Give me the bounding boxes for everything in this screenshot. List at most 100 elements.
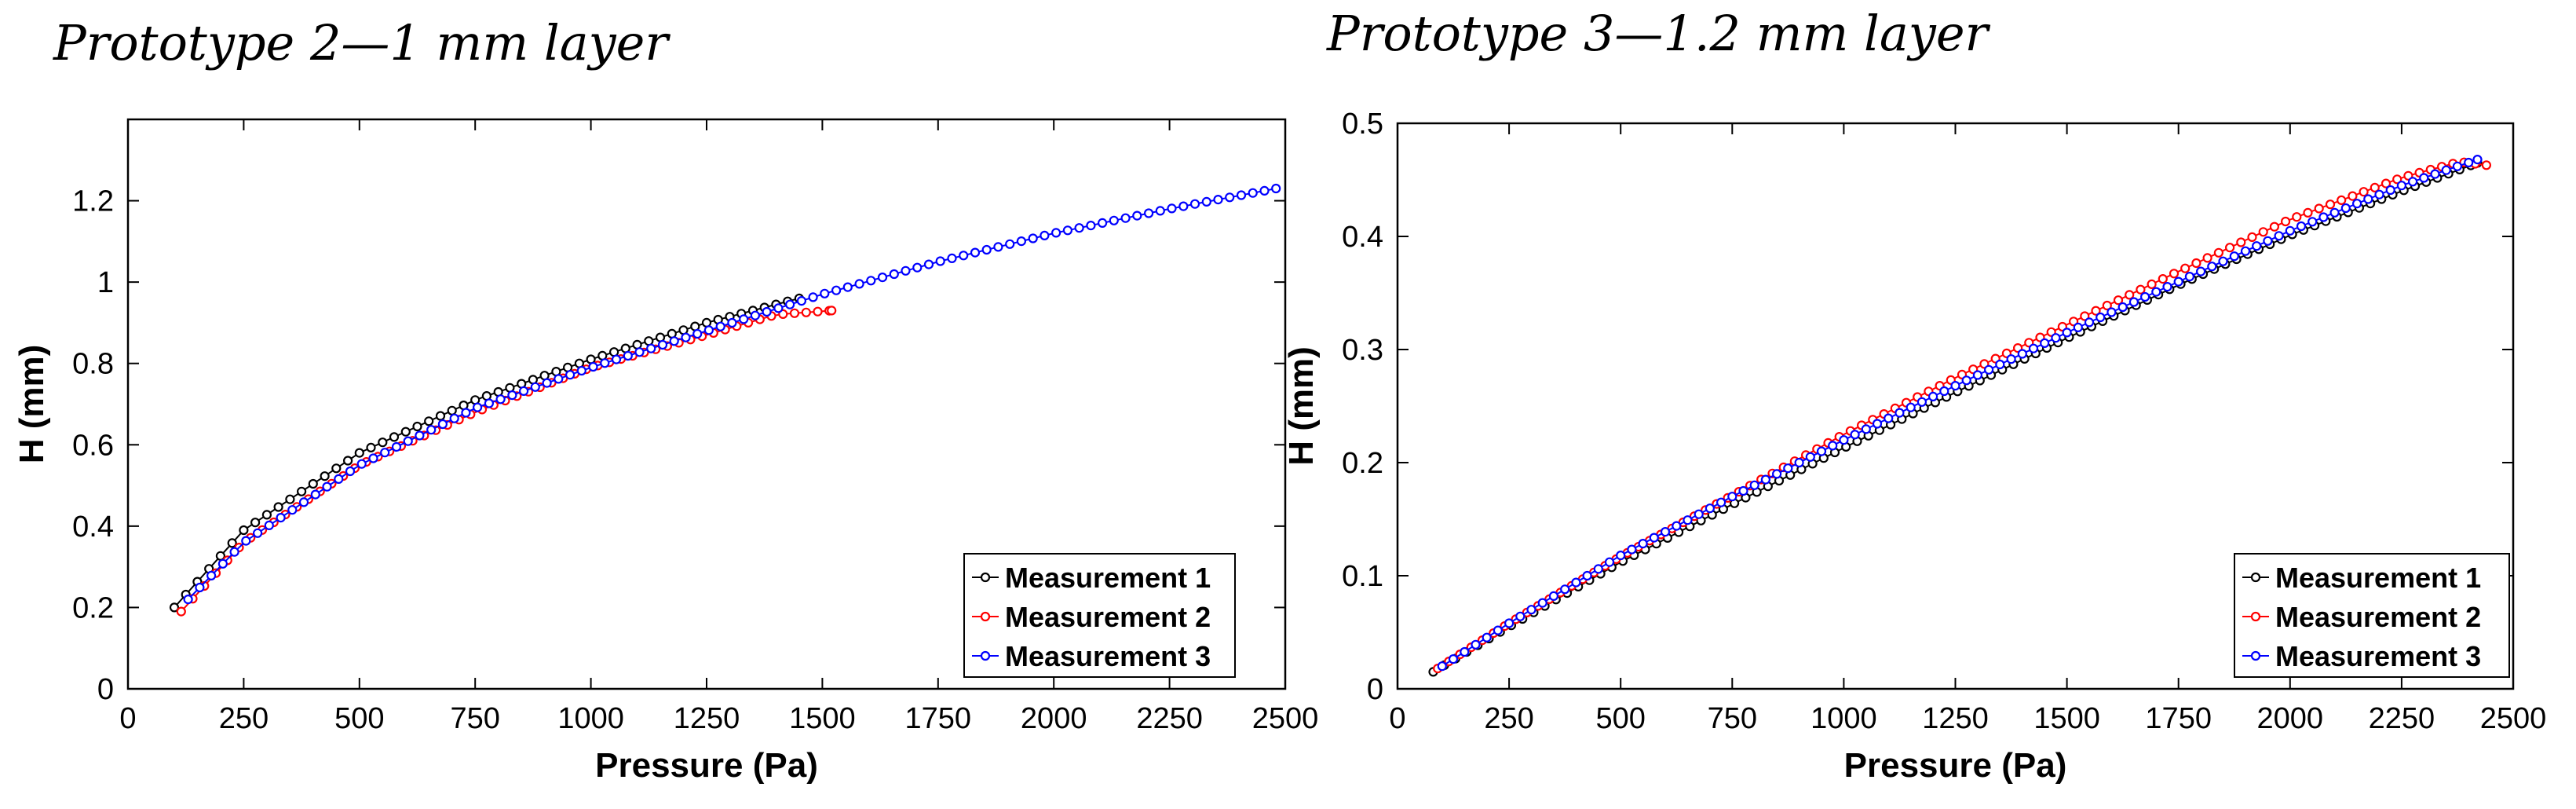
data-point <box>297 486 307 496</box>
data-point <box>241 536 251 546</box>
data-point <box>2051 333 2061 343</box>
data-point <box>461 408 471 418</box>
data-point <box>435 411 446 421</box>
data-point <box>366 442 376 453</box>
data-point <box>1259 185 1270 196</box>
x-tick-label: 250 <box>1484 702 1533 735</box>
data-point <box>2225 243 2235 253</box>
data-point <box>1028 233 1038 243</box>
data-point <box>322 481 332 492</box>
data-point <box>2028 343 2039 353</box>
data-point <box>1482 632 1492 642</box>
data-point <box>206 570 217 581</box>
data-point <box>2263 236 2273 246</box>
data-point <box>1884 413 1894 423</box>
data-point <box>1074 223 1084 233</box>
legend-marker <box>980 611 991 622</box>
data-point <box>426 425 437 435</box>
legend-label: Measurement 1 <box>1005 562 1211 594</box>
series-line <box>187 188 1277 600</box>
x-tick-label: 2500 <box>2480 702 2547 735</box>
y-tick-label: 0.1 <box>1342 560 1383 593</box>
data-point <box>901 265 911 276</box>
x-tick-label: 1500 <box>2033 702 2100 735</box>
data-point <box>1749 480 1759 490</box>
data-point <box>310 489 320 500</box>
data-point <box>264 520 274 531</box>
data-point <box>1760 474 1770 485</box>
data-point <box>276 512 286 523</box>
legend-marker <box>980 650 991 661</box>
y-tick-label: 0.3 <box>1342 334 1383 367</box>
data-point <box>253 528 263 538</box>
data-point <box>518 386 529 396</box>
data-point <box>1526 605 1536 615</box>
data-point <box>801 307 811 317</box>
y-tick-label: 0.4 <box>1342 221 1383 254</box>
x-tick-label: 1250 <box>1922 702 1989 735</box>
data-point <box>877 273 888 283</box>
legend-label: Measurement 2 <box>1005 601 1211 633</box>
series-line <box>181 309 832 613</box>
data-point <box>229 547 239 557</box>
data-point <box>308 478 318 489</box>
data-point <box>415 430 425 441</box>
data-point <box>2136 284 2146 295</box>
data-point <box>1571 577 1581 588</box>
data-point <box>2140 291 2150 302</box>
data-point <box>611 354 622 364</box>
data-point <box>176 606 186 617</box>
y-tick-label: 0 <box>97 673 114 706</box>
series-line <box>174 297 800 609</box>
data-point <box>2381 178 2391 189</box>
x-tick-label: 1250 <box>674 702 740 735</box>
data-point <box>298 497 309 507</box>
data-point <box>576 365 586 376</box>
data-point <box>646 343 656 353</box>
data-point <box>1225 192 1235 203</box>
data-point <box>2292 212 2302 222</box>
data-point <box>1705 503 1715 514</box>
data-point <box>2419 173 2429 183</box>
data-point <box>681 332 691 342</box>
data-point <box>424 416 434 426</box>
data-point <box>2296 221 2307 232</box>
data-point <box>2274 231 2284 241</box>
x-tick-label: 500 <box>1595 702 1645 735</box>
data-point <box>2396 181 2406 191</box>
data-point <box>1683 515 1693 525</box>
x-tick-label: 1750 <box>2145 702 2212 735</box>
data-point <box>739 314 749 324</box>
data-point <box>2352 199 2362 209</box>
data-point <box>2258 227 2268 237</box>
data-point <box>1805 452 1815 462</box>
data-point <box>2180 263 2191 273</box>
data-point <box>2117 302 2128 313</box>
x-tick-label: 1750 <box>905 702 972 735</box>
data-point <box>1582 570 1592 581</box>
data-point <box>1950 381 1960 391</box>
data-point <box>2080 311 2090 321</box>
x-tick-label: 2250 <box>1136 702 1203 735</box>
data-point <box>2191 258 2201 269</box>
data-point <box>2062 328 2072 338</box>
data-point <box>1716 497 1726 507</box>
data-point <box>389 432 400 442</box>
data-point <box>813 306 823 317</box>
data-point <box>2374 189 2384 200</box>
data-point <box>1738 485 1748 496</box>
data-point <box>820 288 830 298</box>
legend-marker <box>2250 611 2261 622</box>
data-point <box>2102 300 2112 311</box>
data-point <box>1627 544 1637 555</box>
data-point <box>400 426 411 437</box>
data-point <box>239 525 249 536</box>
data-point <box>1727 492 1737 502</box>
data-point <box>2113 295 2124 306</box>
data-point <box>2269 221 2279 232</box>
data-point <box>1660 526 1671 537</box>
data-point <box>1672 521 1682 531</box>
data-point <box>750 310 761 320</box>
data-point <box>1504 618 1515 628</box>
data-point <box>1062 225 1073 236</box>
